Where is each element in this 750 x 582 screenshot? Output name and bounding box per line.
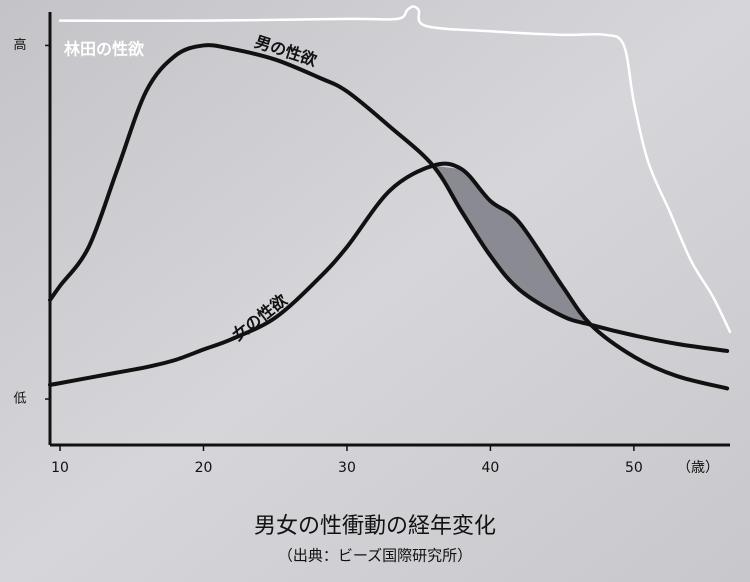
shaded-area (433, 165, 591, 325)
x-tick-label: 40 (482, 460, 500, 476)
plot: 10 20 30 40 50 高低 (13, 5, 732, 476)
x-tick-label: 20 (195, 460, 213, 476)
series-line (48, 161, 730, 391)
chart-title: 男女の性衝動の経年変化 (254, 514, 496, 539)
y-tick-label: 低 (13, 392, 26, 407)
x-unit-label: （歳） (677, 460, 719, 476)
x-tick-label: 10 (51, 460, 69, 476)
chart-subtitle: （出典：ビーズ国際研究所） (278, 547, 472, 565)
x-tick-label: 30 (338, 460, 356, 476)
series-label: 林田の性欲 (64, 40, 144, 59)
y-tick-label: 高 (13, 37, 26, 53)
series-line (48, 43, 730, 353)
x-tick-label: 50 (625, 460, 643, 476)
series-line (58, 5, 732, 334)
